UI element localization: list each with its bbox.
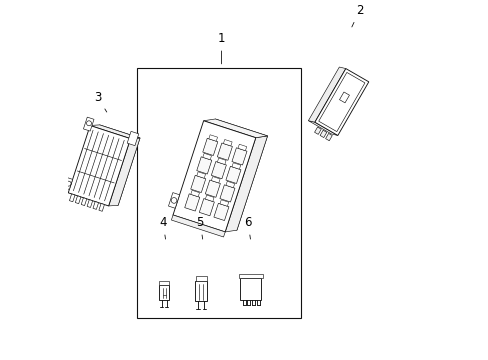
- Polygon shape: [205, 195, 214, 202]
- Polygon shape: [173, 121, 255, 232]
- Polygon shape: [159, 285, 169, 300]
- Polygon shape: [231, 163, 240, 169]
- Polygon shape: [195, 276, 206, 281]
- Text: 4: 4: [159, 216, 166, 239]
- Polygon shape: [127, 131, 139, 146]
- Polygon shape: [320, 130, 326, 138]
- Text: 2: 2: [351, 4, 363, 27]
- Polygon shape: [90, 125, 140, 139]
- Polygon shape: [220, 200, 228, 206]
- Polygon shape: [199, 199, 214, 216]
- Polygon shape: [211, 176, 220, 183]
- Polygon shape: [231, 148, 246, 165]
- Polygon shape: [225, 136, 267, 232]
- Text: 5: 5: [196, 216, 203, 239]
- Polygon shape: [68, 126, 130, 206]
- Polygon shape: [75, 196, 81, 204]
- Polygon shape: [217, 158, 225, 165]
- Polygon shape: [203, 119, 267, 138]
- Polygon shape: [325, 134, 332, 141]
- Polygon shape: [87, 200, 92, 207]
- Polygon shape: [220, 185, 235, 202]
- Polygon shape: [184, 194, 200, 211]
- Polygon shape: [195, 281, 207, 301]
- Polygon shape: [223, 140, 232, 146]
- Polygon shape: [81, 198, 86, 206]
- Polygon shape: [99, 203, 104, 211]
- Polygon shape: [203, 138, 217, 156]
- Polygon shape: [108, 138, 140, 206]
- Polygon shape: [190, 190, 199, 197]
- Polygon shape: [69, 194, 75, 202]
- Polygon shape: [190, 175, 205, 193]
- Polygon shape: [171, 215, 225, 237]
- Text: 1: 1: [217, 32, 225, 64]
- Polygon shape: [213, 203, 228, 221]
- Polygon shape: [211, 162, 226, 179]
- Polygon shape: [83, 117, 94, 131]
- Polygon shape: [196, 157, 211, 174]
- Polygon shape: [240, 278, 261, 300]
- Polygon shape: [208, 135, 217, 141]
- Polygon shape: [239, 274, 262, 278]
- Polygon shape: [225, 166, 241, 184]
- Text: 3: 3: [94, 91, 106, 112]
- Bar: [136, 68, 301, 318]
- Polygon shape: [64, 178, 73, 189]
- Polygon shape: [314, 127, 321, 134]
- Polygon shape: [314, 68, 368, 135]
- Polygon shape: [93, 202, 99, 210]
- Polygon shape: [238, 144, 246, 151]
- Polygon shape: [184, 119, 267, 230]
- Text: 6: 6: [244, 216, 251, 239]
- Polygon shape: [168, 193, 179, 208]
- Polygon shape: [225, 181, 234, 188]
- Polygon shape: [196, 172, 205, 178]
- Polygon shape: [205, 180, 220, 197]
- Polygon shape: [203, 153, 211, 160]
- Polygon shape: [78, 125, 140, 205]
- Polygon shape: [308, 67, 345, 122]
- Polygon shape: [308, 121, 337, 135]
- Polygon shape: [159, 282, 168, 285]
- Polygon shape: [217, 143, 232, 160]
